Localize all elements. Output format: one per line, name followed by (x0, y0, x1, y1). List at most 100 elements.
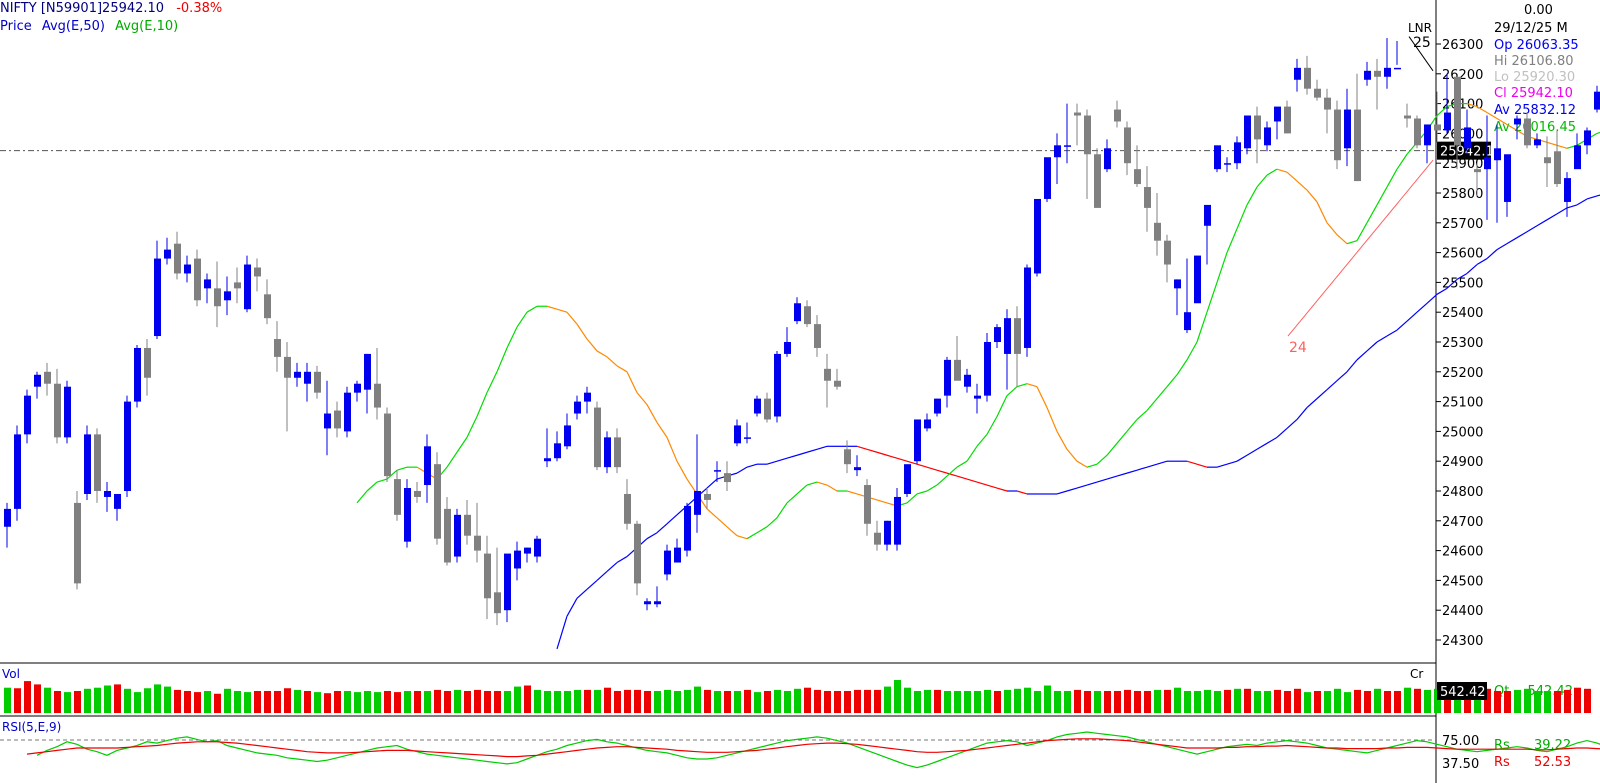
volume-bar (1364, 691, 1371, 713)
candle-body (1064, 145, 1071, 147)
y-tick-label: 25500 (1442, 276, 1483, 291)
candle (1244, 115, 1251, 155)
ema50-line-segment (1376, 335, 1388, 343)
volume-bar (274, 691, 281, 713)
ema10-line-segment (766, 517, 778, 528)
ema10-line-segment (396, 466, 408, 471)
ema50-line-segment (556, 615, 568, 650)
ema50-line-segment (976, 481, 988, 486)
symbol-label: NIFTY [N59901] (0, 1, 103, 16)
ema10-line-segment (746, 532, 758, 540)
volume-bar (54, 691, 61, 713)
ema10-line-segment (726, 526, 738, 537)
volume-bar (64, 692, 71, 713)
ema10-line-segment (756, 526, 768, 534)
candle (1294, 58, 1301, 92)
volume-bar (1574, 687, 1581, 713)
y-tick-label: 26200 (1442, 68, 1483, 83)
ema50-line-segment (1136, 466, 1148, 471)
ema50-line-segment (1226, 460, 1238, 465)
candle-body (614, 437, 621, 468)
candle (1024, 264, 1031, 357)
candle-body (1244, 115, 1251, 149)
candle-body (914, 419, 921, 462)
ema10-line-segment (596, 350, 608, 358)
volume-bar (134, 692, 141, 713)
candle-body (1594, 91, 1600, 110)
ema50-line-segment (986, 484, 998, 489)
candle-body (1024, 267, 1031, 348)
candle (1514, 115, 1521, 140)
ema10-line-segment (1296, 180, 1308, 191)
candle (1274, 106, 1281, 140)
info-rsi2-value: 52.53 (1533, 755, 1572, 770)
ema10-line-segment (1106, 442, 1118, 456)
ema50-line-segment (1076, 484, 1088, 489)
trendline-resistance (1408, 36, 1434, 72)
volume-bar (1074, 689, 1081, 713)
ema10-line-segment (776, 502, 788, 519)
candle-body (144, 347, 151, 378)
candle (884, 520, 891, 551)
candle-body (394, 479, 401, 515)
volume-bar (454, 689, 461, 713)
ema50-line-segment (1126, 469, 1138, 474)
candle (1004, 309, 1011, 390)
candle (1114, 100, 1121, 128)
candle-body (794, 303, 801, 322)
candle-body (634, 523, 641, 584)
candle (1074, 103, 1081, 146)
volume-bar (144, 688, 151, 713)
candle-body (524, 547, 531, 554)
candle (674, 538, 681, 563)
volume-bar (464, 691, 471, 713)
volume-bar (1154, 689, 1161, 713)
volume-bar (664, 689, 671, 713)
volume-bar (864, 689, 871, 713)
candle-body (724, 473, 731, 483)
candle (754, 395, 761, 417)
candle-body (764, 398, 771, 420)
candle (594, 401, 601, 471)
ema10-line-segment (786, 493, 798, 504)
candle (1194, 255, 1201, 304)
candle-body (544, 458, 551, 462)
volume-bar (1234, 688, 1241, 713)
volume-bar (524, 685, 531, 713)
candle (704, 488, 711, 509)
candle (264, 279, 271, 325)
y-tick-label: 25000 (1442, 425, 1483, 440)
volume-bar (1384, 691, 1391, 713)
candle (64, 380, 71, 444)
ema50-line-segment (886, 454, 898, 459)
ema50-line-segment (606, 562, 618, 572)
candle-body (1474, 169, 1481, 173)
candle-body (994, 327, 1001, 342)
candle-body (374, 383, 381, 408)
volume-bar (44, 687, 51, 713)
volume-bar (1014, 688, 1021, 713)
volume-bar (974, 691, 981, 713)
ema10-line-segment (526, 305, 538, 313)
candle (1544, 136, 1551, 188)
ema10-line-segment (506, 326, 518, 349)
volume-bar (1334, 688, 1341, 713)
candle (44, 362, 51, 396)
candle-body (744, 437, 751, 439)
volume-last-tag (1437, 682, 1487, 700)
candle-body (1284, 106, 1291, 134)
candle-body (214, 288, 221, 307)
candle-body (924, 419, 931, 429)
volume-bar (574, 689, 581, 713)
candle-body (874, 532, 881, 545)
candle (1414, 115, 1421, 149)
y-tick-label: 24900 (1442, 455, 1483, 470)
ema50-line-segment (946, 472, 958, 477)
candle (554, 431, 561, 462)
y-tick-label: 25400 (1442, 306, 1483, 321)
candle-body (1234, 142, 1241, 164)
ema50-line-segment (1446, 278, 1458, 289)
candle (1404, 103, 1411, 128)
candle-body (174, 243, 181, 274)
